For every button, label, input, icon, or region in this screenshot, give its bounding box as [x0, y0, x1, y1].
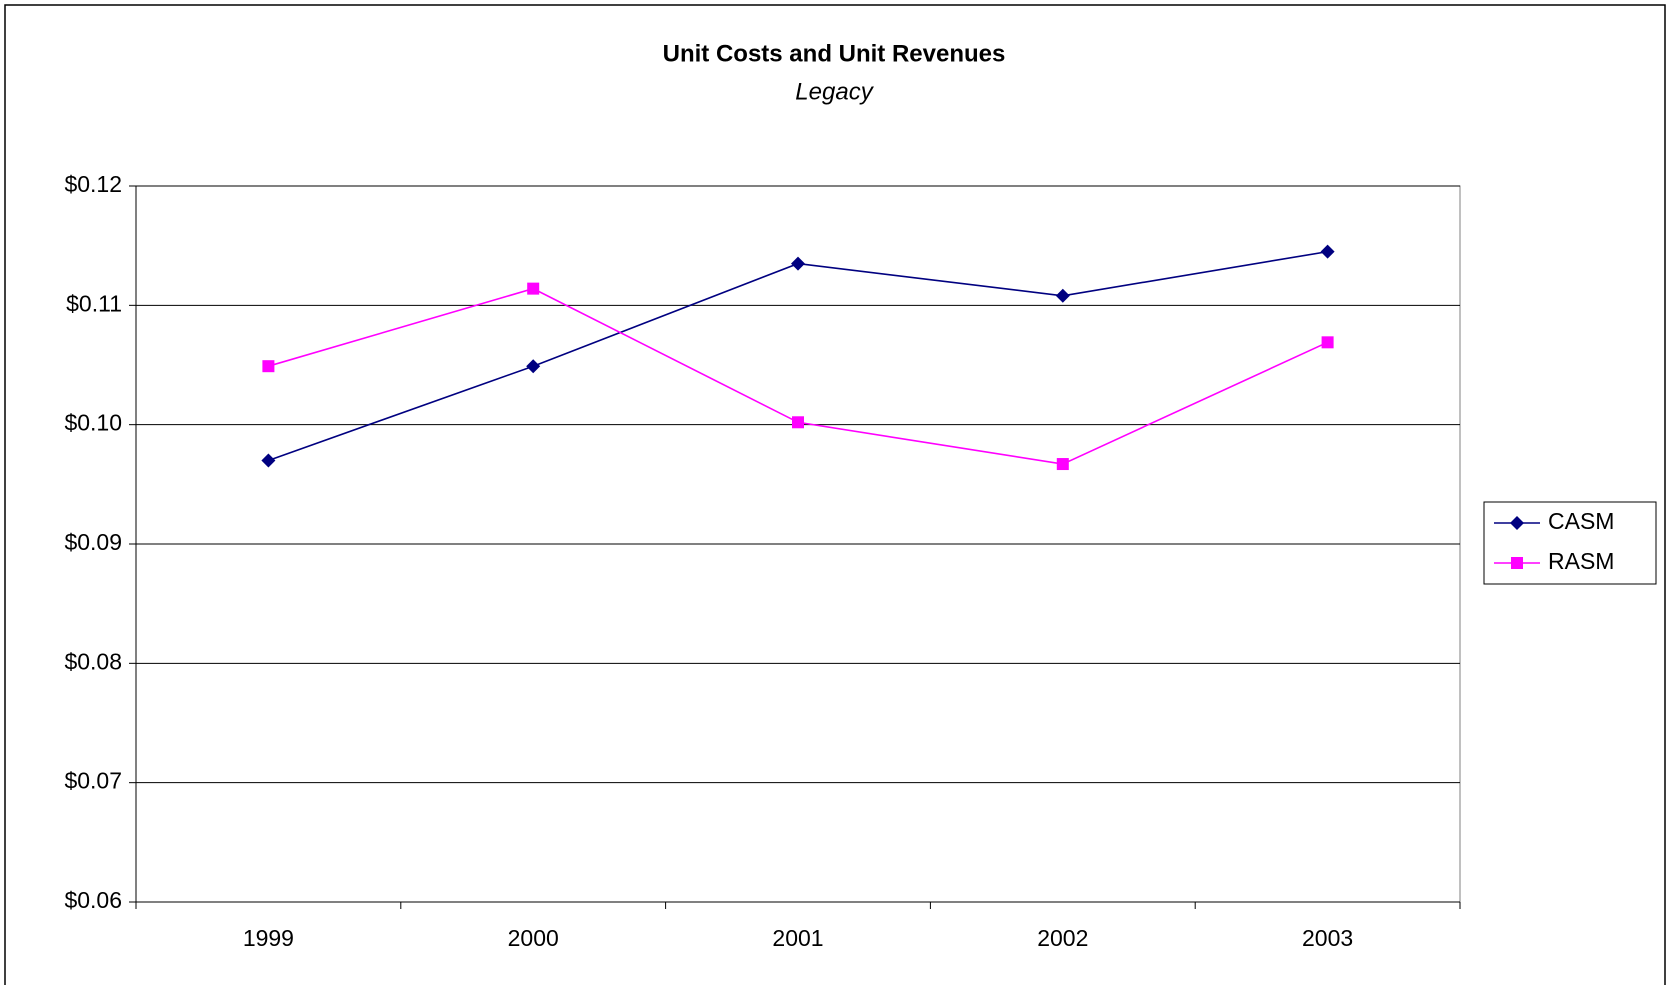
chart-title: Unit Costs and Unit Revenues [663, 40, 1006, 67]
data-point [526, 359, 541, 374]
legend-marker [1510, 516, 1524, 530]
data-point [791, 256, 805, 271]
legend-label: CASM [1548, 508, 1614, 534]
data-point [261, 453, 276, 468]
x-tick-label: 2001 [772, 925, 823, 951]
y-tick-label: $0.10 [64, 410, 122, 436]
y-tick-label: $0.08 [64, 648, 122, 674]
legend-box [1483, 501, 1657, 585]
x-tick-label: 2000 [508, 925, 559, 951]
y-tick-label: $0.11 [66, 290, 122, 316]
chart-border [4, 4, 1666, 985]
data-point [262, 360, 275, 373]
y-tick-label: $0.12 [64, 171, 122, 197]
x-tick-label: 2002 [1037, 925, 1088, 951]
data-point [1055, 288, 1070, 303]
y-tick-label: $0.09 [64, 529, 122, 555]
legend-marker [1511, 557, 1523, 569]
x-tick-label: 1999 [243, 925, 294, 951]
data-point [1320, 244, 1335, 259]
y-tick-label: $0.06 [64, 887, 122, 913]
x-tick-label: 2003 [1302, 925, 1353, 951]
chart-subtitle: Legacy [795, 78, 874, 105]
y-tick-label: $0.07 [64, 768, 122, 794]
legend-label: RASM [1548, 548, 1614, 574]
data-point [1056, 458, 1069, 471]
data-point [1321, 336, 1334, 349]
data-point [792, 416, 804, 429]
data-point [527, 282, 540, 295]
